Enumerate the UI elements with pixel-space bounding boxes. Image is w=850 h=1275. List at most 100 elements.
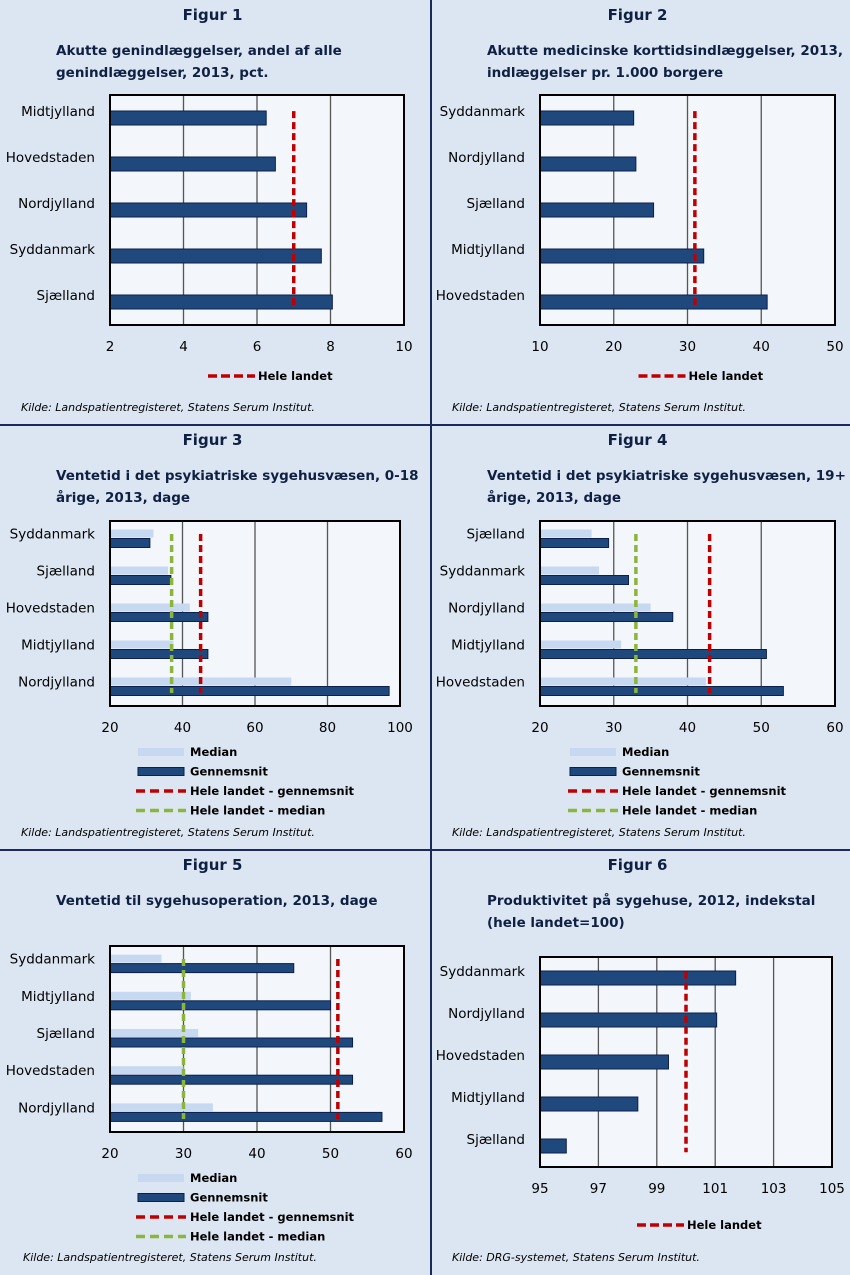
bar-gennemsnit [109, 1000, 331, 1011]
bar-gennemsnit [109, 1074, 354, 1085]
chart-title-line: årige, 2013, dage [487, 490, 622, 506]
bar [539, 1054, 669, 1070]
category-label: Sjælland [467, 527, 525, 543]
bar-median [541, 529, 592, 538]
legend-label: Hele landet - median [190, 804, 325, 818]
category-label: Midtjylland [451, 638, 525, 654]
x-tick-label: 10 [395, 339, 412, 355]
chart-figur-6: Syddanmark Nordjylland Hovedstaden Midtjyll… [436, 956, 845, 1232]
x-tick-label: 40 [174, 720, 191, 736]
chart-figur-4: Sjælland Syddanmark Nordjylland Midtjylland… [436, 520, 844, 818]
category-label: Midtjylland [21, 638, 95, 654]
bar [539, 110, 635, 126]
legend-label: Gennemsnit [190, 1191, 268, 1205]
bar-median [541, 640, 622, 649]
x-tick-label: 60 [395, 1146, 412, 1162]
bar-gennemsnit [539, 612, 674, 622]
category-label: Nordjylland [18, 1100, 95, 1116]
figure-panel-1: Figur 1 Akutte genindlæggelser, andel af… [0, 0, 425, 425]
legend-swatch-median [138, 1174, 184, 1182]
category-label: Midtjylland [21, 989, 95, 1005]
legend-swatch-gennemsnit [137, 1193, 185, 1202]
figure-panel-4: Figur 4 Ventetid i det psykiatriske syge… [425, 425, 850, 850]
x-tick-label: 30 [605, 720, 622, 736]
legend-label: Hele landet - gennemsnit [622, 784, 787, 798]
bar-median [111, 566, 168, 575]
legend-label: Hele landet - median [622, 804, 757, 818]
category-label: Nordjylland [448, 1006, 525, 1022]
bar-gennemsnit [539, 649, 767, 659]
source-note: Kilde: Landspatientregisteret, Statens S… [452, 826, 746, 839]
x-tick-label: 20 [531, 720, 548, 736]
category-label: Syddanmark [440, 964, 525, 980]
source-note: Kilde: Landspatientregisteret, Statens S… [21, 826, 315, 839]
legend-label: Gennemsnit [190, 765, 268, 779]
horizontal-divider [0, 424, 850, 426]
bar [539, 1138, 567, 1154]
bar [539, 1096, 639, 1112]
figure-panel-2: Figur 2 Akutte medicinske korttidsindlæg… [425, 0, 850, 425]
chart-title-line: (hele landet=100) [487, 915, 625, 931]
chart-title-line: Ventetid i det psykiatriske sygehusvæsen… [487, 468, 846, 484]
bar [109, 248, 322, 264]
plot-frame [109, 520, 401, 707]
category-label: Midtjylland [451, 1090, 525, 1106]
category-label: Nordjylland [18, 675, 95, 691]
chart-figur-3: Syddanmark Sjælland Hovedstaden Midtjylland… [6, 520, 413, 818]
bar-median [111, 1029, 199, 1037]
x-tick-label: 40 [248, 1146, 265, 1162]
bar-median [111, 1066, 184, 1075]
bar-gennemsnit [539, 538, 610, 548]
bar-gennemsnit [539, 686, 784, 696]
chart-title: Ventetid i det psykiatriske sygehusvæsen… [487, 465, 846, 509]
chart-title: Ventetid til sygehusoperation, 2013, dag… [56, 890, 378, 912]
category-label: Sjælland [467, 1132, 525, 1148]
category-label: Sjælland [37, 1026, 95, 1042]
category-label: Midtjylland [451, 242, 525, 258]
x-tick-label: 99 [648, 1181, 665, 1197]
legend-swatch-median [570, 748, 616, 756]
category-label: Nordjylland [18, 196, 95, 212]
bar [539, 294, 768, 310]
plot-frame [109, 945, 405, 1133]
x-tick-label: 60 [246, 720, 263, 736]
legend-swatch-gennemsnit [569, 767, 617, 776]
bar-median [111, 640, 174, 649]
category-label: Syddanmark [10, 527, 95, 543]
category-label: Nordjylland [448, 601, 525, 617]
x-tick-label: 6 [253, 339, 262, 355]
category-label: Syddanmark [440, 564, 525, 580]
legend-label: Hele landet [258, 369, 333, 383]
chart-title-line: Ventetid i det psykiatriske sygehusvæsen… [56, 468, 419, 484]
source-note: Kilde: DRG-systemet, Statens Serum Insti… [452, 1251, 700, 1264]
figure-label: Figur 6 [607, 856, 668, 874]
source-note: Kilde: Landspatientregisteret, Statens S… [21, 401, 315, 414]
bar [539, 970, 737, 986]
chart-figur-5: Syddanmark Midtjylland Sjælland Hovedstaden… [6, 945, 413, 1244]
figure-label: Figur 1 [182, 6, 243, 24]
legend-label: Hele landet - gennemsnit [190, 784, 355, 798]
bar-gennemsnit [109, 649, 209, 659]
category-label: Hovedstaden [6, 1063, 95, 1079]
x-tick-label: 4 [179, 339, 188, 355]
x-tick-label: 95 [531, 1181, 548, 1197]
legend-swatch-gennemsnit [137, 767, 185, 776]
legend-label: Median [190, 745, 237, 759]
legend-label: Hele landet [689, 369, 764, 383]
x-tick-label: 30 [175, 1146, 192, 1162]
legend-label: Hele landet - gennemsnit [190, 1210, 355, 1224]
legend-label: Gennemsnit [622, 765, 700, 779]
x-tick-label: 50 [753, 720, 770, 736]
x-tick-label: 8 [326, 339, 335, 355]
x-tick-label: 20 [101, 720, 118, 736]
x-tick-label: 40 [753, 339, 770, 355]
chart-title: Akutte medicinske korttidsindlæggelser, … [487, 40, 843, 84]
figure-panel-6: Figur 6 Produktivitet på sygehuse, 2012,… [425, 850, 850, 1275]
figure-panel-3: Figur 3 Ventetid i det psykiatriske syge… [0, 425, 425, 850]
bar [539, 202, 655, 218]
legend-label: Hele landet [687, 1218, 762, 1232]
figure-label: Figur 4 [607, 431, 668, 449]
bar-gennemsnit [109, 575, 172, 585]
category-label: Hovedstaden [436, 1048, 525, 1064]
category-label: Sjælland [37, 288, 95, 304]
